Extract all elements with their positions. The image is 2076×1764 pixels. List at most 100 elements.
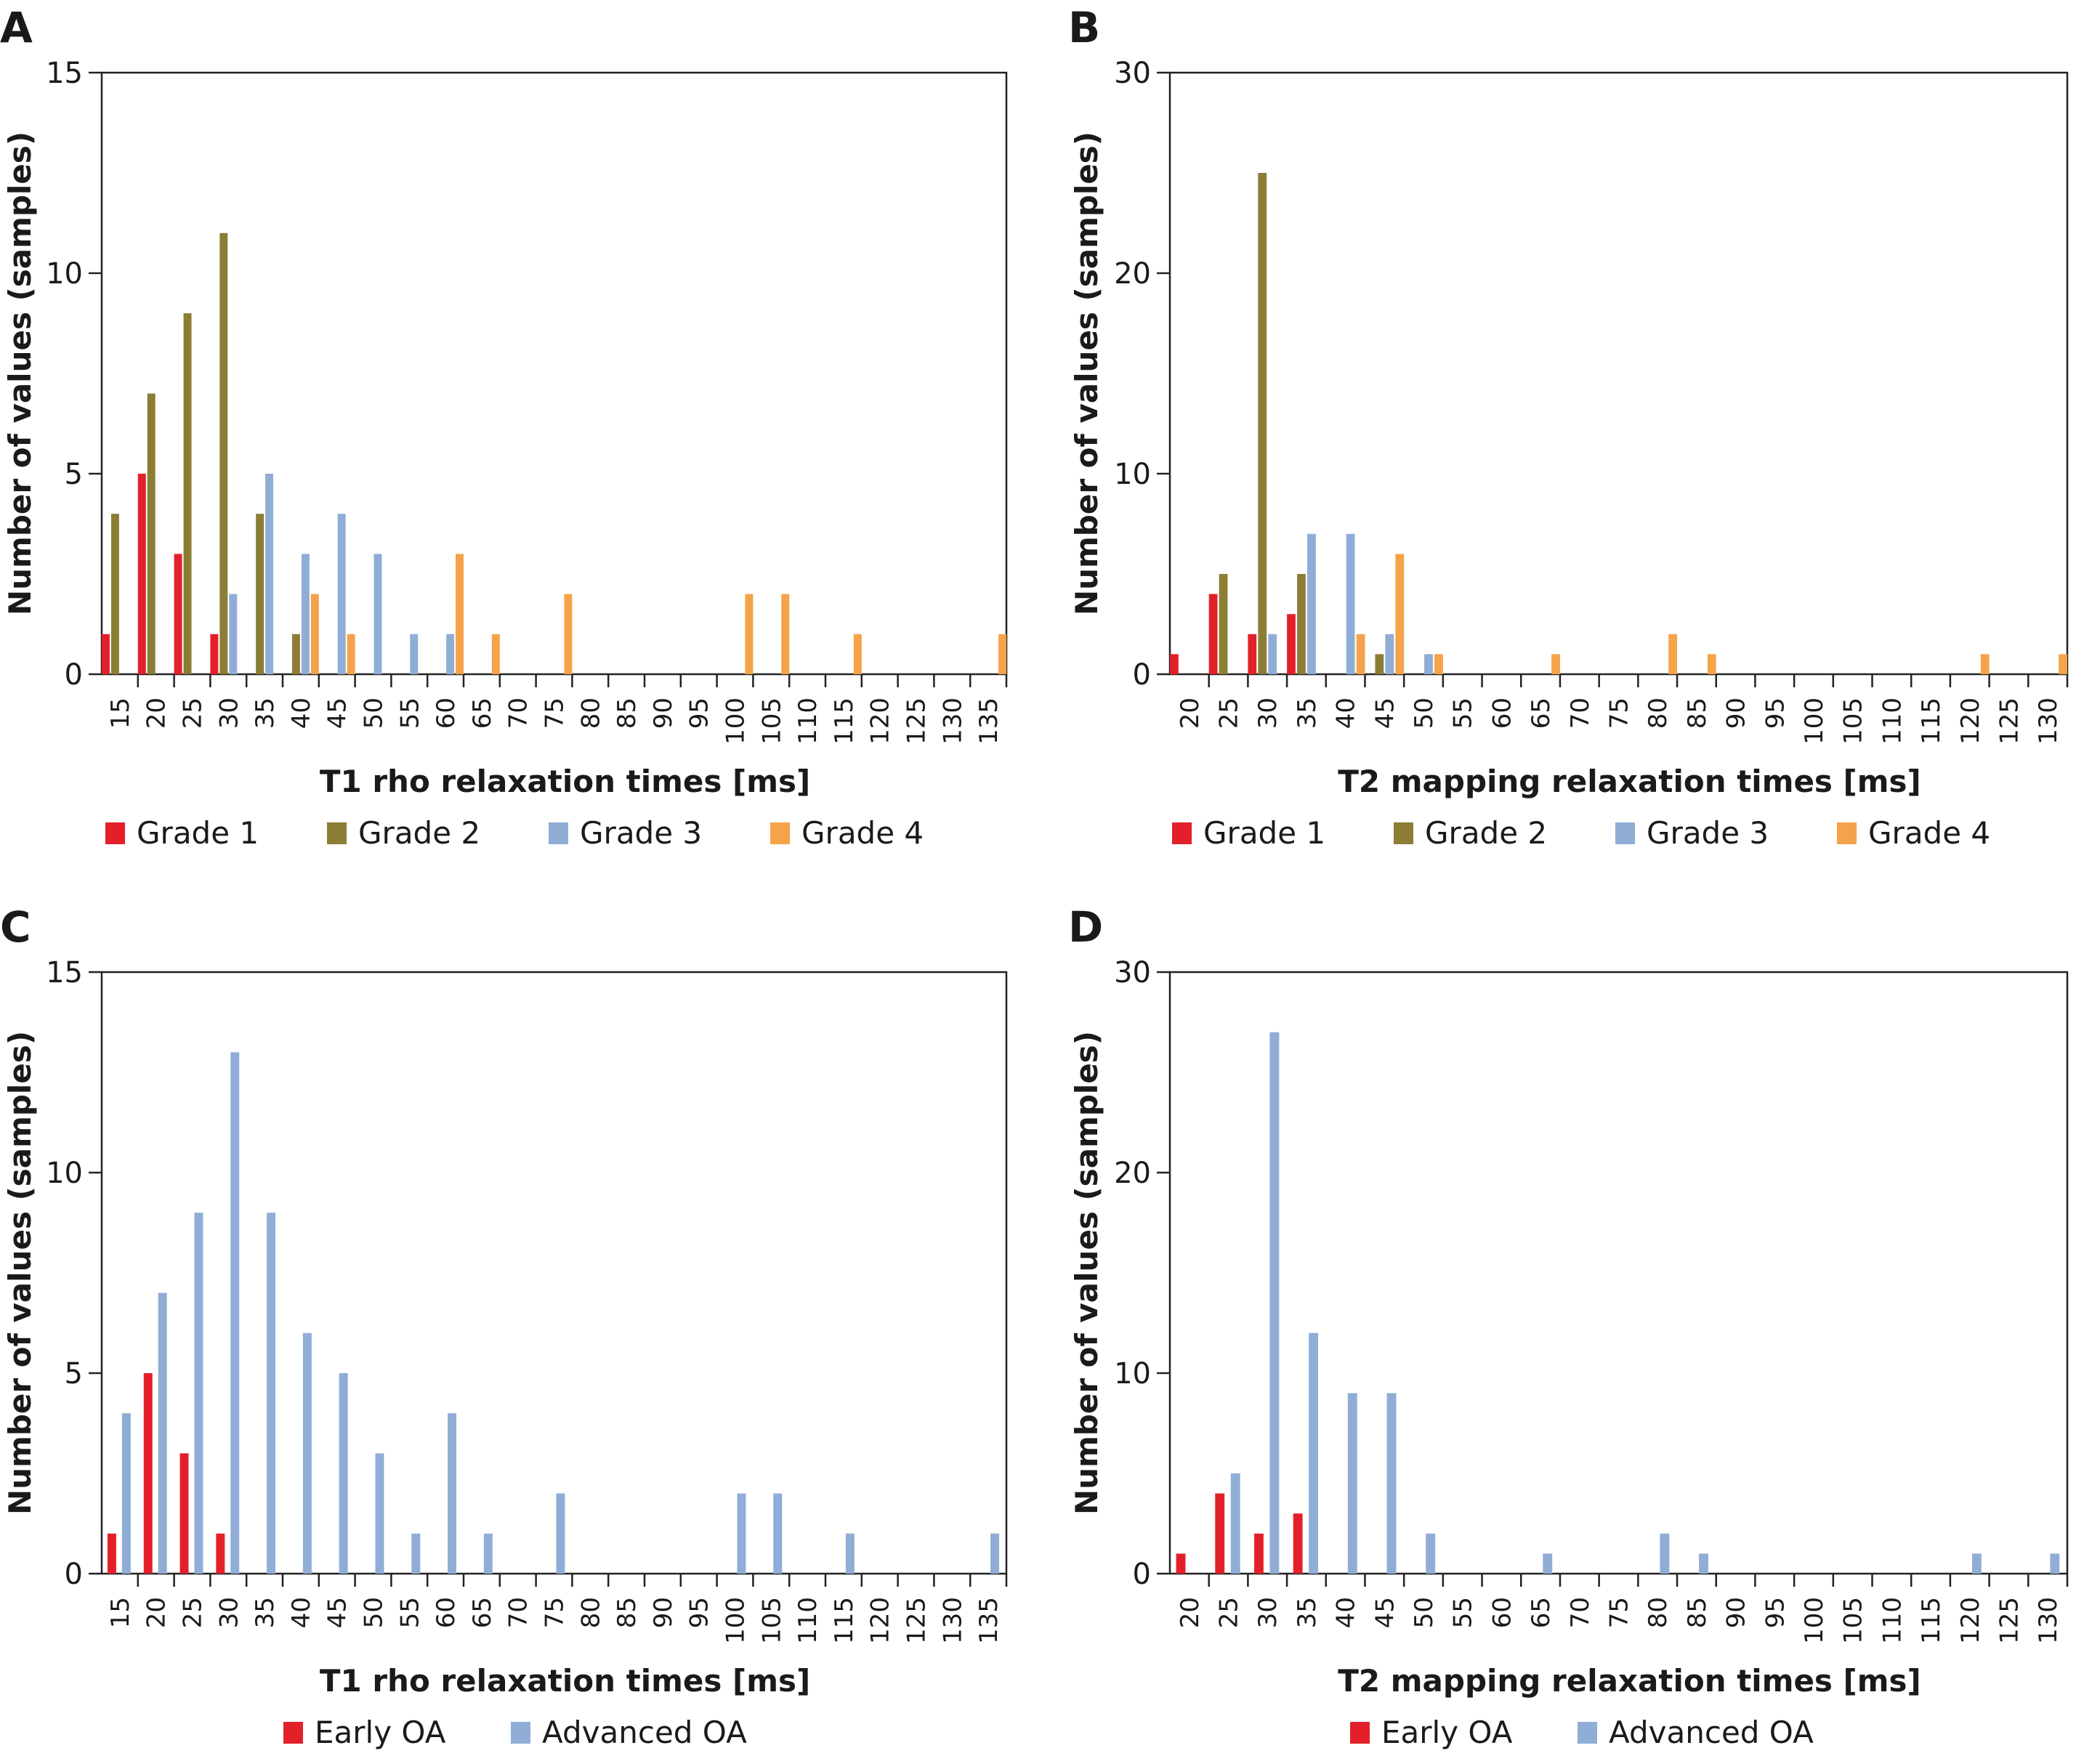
bar-grade-4-135: [998, 634, 1006, 674]
bar-advanced-oa-20: [158, 1292, 167, 1574]
x-axis-label: T1 rho relaxation times [ms]: [320, 764, 810, 799]
x-tick-label: 105: [1839, 1597, 1868, 1644]
bar-advanced-oa-85: [1699, 1553, 1708, 1574]
legend: Grade 1 Grade 2 Grade 3 Grade 4: [105, 815, 924, 851]
y-tick-label: 5: [65, 458, 83, 491]
plot-frame: [100, 71, 1008, 676]
x-tick-label: 105: [1839, 697, 1868, 745]
bar-grade-4-75: [564, 594, 573, 674]
bar-grade-1-20: [1170, 654, 1179, 674]
bars: [102, 232, 1006, 674]
bar-grade-3-45: [337, 514, 346, 674]
x-tick-label: 110: [793, 1597, 823, 1644]
legend-entry: Grade 4: [1868, 815, 1990, 851]
bar-grade-3-35: [1307, 533, 1316, 674]
bar-early-oa-15: [107, 1533, 116, 1574]
legend-entry: Grade 1: [137, 815, 259, 851]
bar-grade-1-30: [1248, 634, 1257, 674]
x-tick-label: 120: [1956, 1597, 1985, 1644]
x-tick-label: 105: [757, 697, 786, 745]
x-tick-label: 40: [287, 697, 316, 729]
y-tick-label: 20: [1114, 257, 1151, 291]
x-tick-label: 70: [1566, 1597, 1595, 1628]
bar-grade-2-40: [291, 634, 300, 674]
x-tick-label: 75: [541, 697, 570, 729]
x-tick-label: 65: [1527, 1597, 1556, 1628]
bar-grade-4-40: [310, 594, 319, 674]
x-tick-label: 125: [902, 697, 932, 745]
legend-entry: Grade 4: [801, 815, 924, 851]
x-tick-label: 90: [1722, 697, 1751, 729]
x-tick-label: 20: [1176, 1597, 1205, 1628]
x-tick-label: 120: [866, 1597, 895, 1644]
x-tick-label: 110: [1878, 697, 1907, 745]
bar-grade-4-115: [853, 634, 862, 674]
bar-early-oa-30: [216, 1533, 225, 1574]
x-tick-label: 100: [1800, 697, 1829, 745]
x-tick-label: 80: [576, 697, 605, 729]
bar-early-oa-25: [1215, 1493, 1225, 1574]
x-tick-label: 120: [1956, 697, 1985, 745]
x-tick-label: 75: [1605, 697, 1634, 729]
bars: [107, 1052, 1000, 1574]
bar-grade-1-25: [174, 554, 182, 674]
bar-grade-3-40: [1346, 533, 1355, 674]
x-tick-label: 115: [1917, 697, 1946, 745]
x-tick-label: 115: [830, 697, 859, 745]
legend-swatch: [511, 1722, 530, 1744]
bar-advanced-oa-25: [1230, 1473, 1240, 1574]
bar-grade-3-30: [229, 594, 238, 674]
x-tick-label: 65: [1527, 697, 1556, 729]
bar-grade-2-30: [1258, 173, 1267, 674]
bar-advanced-oa-40: [1347, 1393, 1357, 1574]
y-tick-label: 30: [1114, 956, 1151, 990]
x-tick-label: 55: [1449, 1597, 1478, 1628]
y-tick-label: 5: [65, 1357, 83, 1391]
x-axis-label: T2 mapping relaxation times [ms]: [1338, 1663, 1920, 1699]
x-tick-label: 70: [1566, 697, 1595, 729]
y-tick-label: 10: [1114, 458, 1151, 491]
x-tick-label: 30: [1253, 1597, 1283, 1628]
bar-advanced-oa-65: [483, 1533, 493, 1574]
bar-early-oa-30: [1253, 1533, 1264, 1574]
legend-swatch: [1837, 822, 1857, 844]
y-axis-label: Number of values (samples): [1069, 1031, 1104, 1515]
bar-grade-2-15: [110, 514, 119, 674]
panel-letter: A: [0, 3, 33, 52]
x-tick-label: 90: [1722, 1597, 1751, 1628]
x-tick-label: 75: [1605, 1597, 1634, 1628]
y-tick-label: 10: [46, 257, 83, 291]
x-tick-label: 35: [1293, 697, 1322, 729]
x-tick-label: 115: [1917, 1597, 1946, 1644]
legend-entry: Early OA: [1381, 1715, 1513, 1750]
x-tick-label: 55: [1449, 697, 1478, 729]
x-axis-label: T1 rho relaxation times [ms]: [320, 1663, 810, 1699]
x-tick-label: 60: [432, 697, 461, 729]
bar-early-oa-20: [1176, 1553, 1186, 1574]
x-tick-label: 45: [1370, 697, 1400, 729]
legend-entry: Grade 1: [1203, 815, 1325, 851]
bar-advanced-oa-55: [411, 1533, 421, 1574]
bar-grade-3-35: [265, 474, 274, 674]
x-tick-label: 60: [1487, 1597, 1516, 1628]
legend-swatch: [1350, 1722, 1370, 1744]
panel-letter: B: [1068, 3, 1100, 52]
legend-swatch: [1578, 1722, 1597, 1744]
x-tick-label: 80: [576, 1597, 605, 1628]
bar-grade-2-20: [147, 393, 156, 674]
bar-advanced-oa-120: [1971, 1553, 1982, 1574]
bar-advanced-oa-35: [267, 1213, 276, 1574]
bar-early-oa-35: [1293, 1513, 1303, 1574]
bar-advanced-oa-40: [302, 1332, 312, 1574]
bar-grade-2-25: [1219, 574, 1228, 674]
x-tick-label: 80: [1644, 697, 1673, 729]
panel-d: D 0 10 20 30 Number of values (samples) 20 25 30…: [1068, 902, 2069, 1750]
y-axis-label: Number of values (samples): [2, 1031, 38, 1515]
x-tick-label: 130: [2034, 1597, 2063, 1644]
bar-grade-4-50: [1434, 654, 1443, 674]
bar-grade-2-35: [256, 514, 264, 674]
x-tick-label: 55: [395, 697, 424, 729]
y-tick-label: 15: [46, 57, 83, 90]
x-tick-label: 15: [106, 697, 135, 729]
